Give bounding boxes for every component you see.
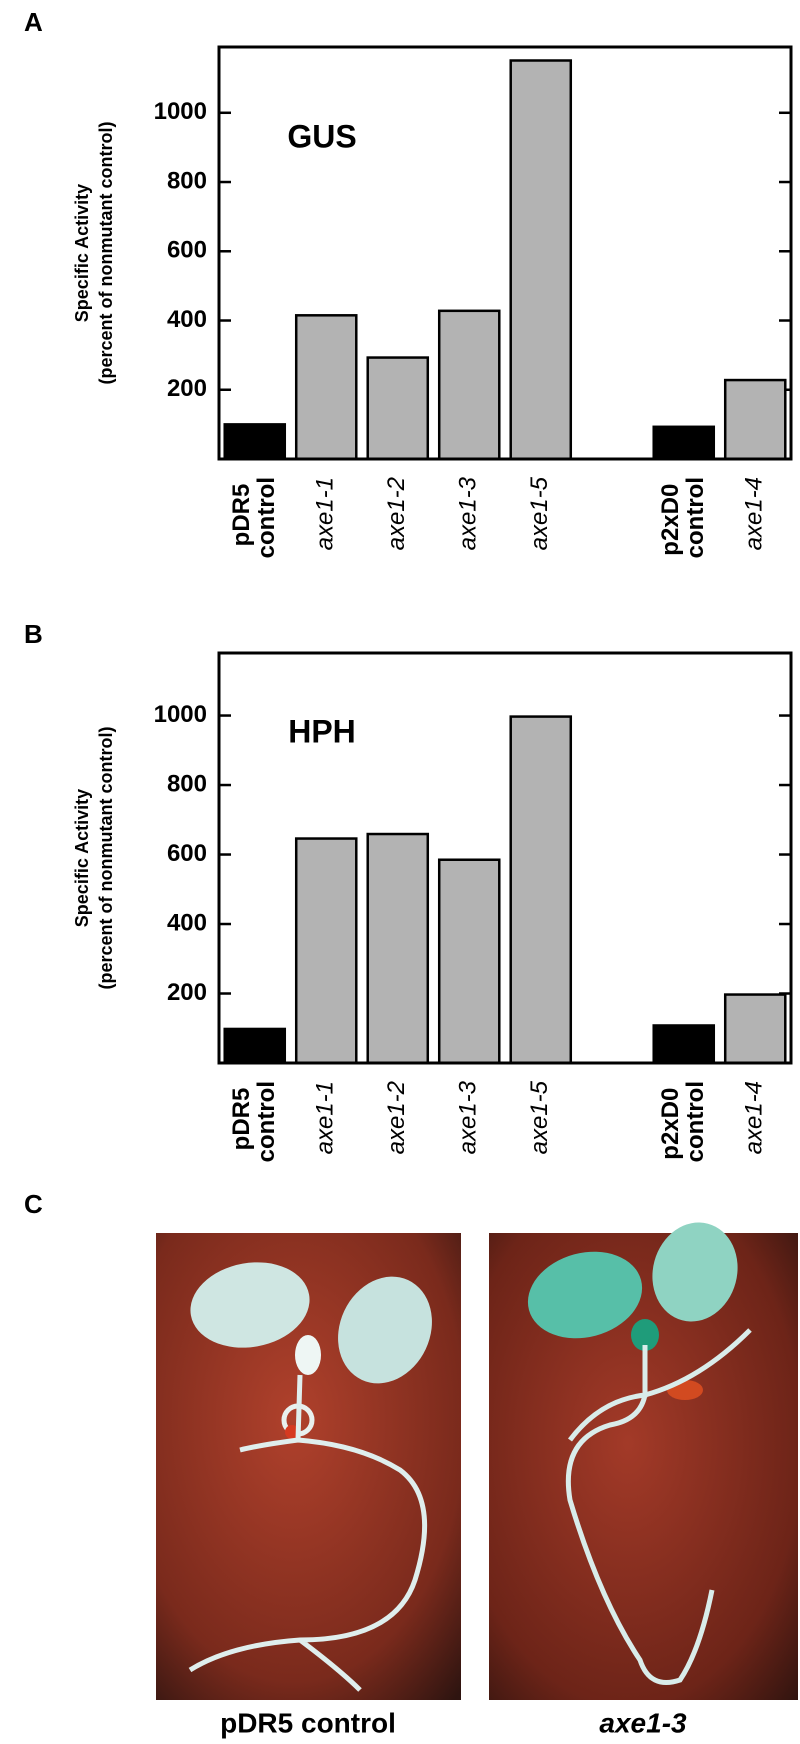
bar	[652, 425, 716, 461]
bar	[509, 715, 573, 1065]
x-tick-label: p2xD0 control	[657, 1081, 709, 1162]
x-tick-label: axe1-1	[312, 477, 339, 550]
y-tick-label: 1000	[154, 701, 207, 728]
panel-label: B	[24, 619, 43, 649]
plot-frame	[217, 45, 793, 461]
x-tick-label: axe1-1	[312, 1081, 339, 1154]
x-tick-label: axe1-4	[741, 1081, 768, 1154]
bar	[723, 993, 787, 1065]
y-axis-label: Specific Activity	[72, 184, 92, 322]
x-tick-label: axe1-5	[526, 1080, 553, 1154]
y-tick-label: 200	[167, 375, 207, 402]
bar	[437, 309, 501, 461]
y-tick-label: 400	[167, 909, 207, 936]
bar	[223, 1027, 287, 1065]
bar	[294, 314, 358, 461]
x-tick-label: axe1-5	[526, 476, 553, 550]
y-tick-label: 600	[167, 840, 207, 867]
x-tick-label: p2xD0 control	[657, 477, 709, 558]
x-tick-label: axe1-2	[383, 1081, 410, 1154]
photo-caption: axe1-3	[599, 1707, 687, 1738]
y-axis-label: (percent of nonmutant control)	[96, 727, 116, 990]
x-tick-label: axe1-2	[383, 477, 410, 550]
photo-right	[489, 1222, 798, 1700]
bar	[366, 832, 430, 1065]
bar	[652, 1024, 716, 1065]
bar	[223, 423, 287, 461]
panel-label: C	[24, 1189, 43, 1219]
y-tick-label: 800	[167, 770, 207, 797]
y-tick-label: 1000	[154, 98, 207, 125]
panel-label: A	[24, 7, 43, 37]
photo-caption: pDR5 control	[220, 1707, 396, 1738]
chart-title: GUS	[287, 118, 356, 154]
photo-left	[156, 1233, 461, 1700]
x-tick-label: pDR5 control	[228, 477, 280, 558]
y-axis-label: (percent of nonmutant control)	[96, 122, 116, 385]
y-axis-label: Specific Activity	[72, 789, 92, 927]
bar	[509, 59, 573, 461]
bar	[437, 858, 501, 1065]
y-tick-label: 800	[167, 167, 207, 194]
x-tick-label: axe1-3	[455, 476, 482, 550]
bar	[723, 378, 787, 461]
chart-title: HPH	[288, 713, 356, 749]
x-tick-label: pDR5 control	[228, 1081, 280, 1162]
y-tick-label: 400	[167, 306, 207, 333]
plot-frame	[217, 651, 793, 1065]
y-tick-label: 200	[167, 979, 207, 1006]
y-tick-label: 600	[167, 237, 207, 264]
bar	[294, 837, 358, 1065]
bar	[366, 356, 430, 461]
x-tick-label: axe1-3	[455, 1080, 482, 1154]
x-tick-label: axe1-4	[741, 477, 768, 550]
